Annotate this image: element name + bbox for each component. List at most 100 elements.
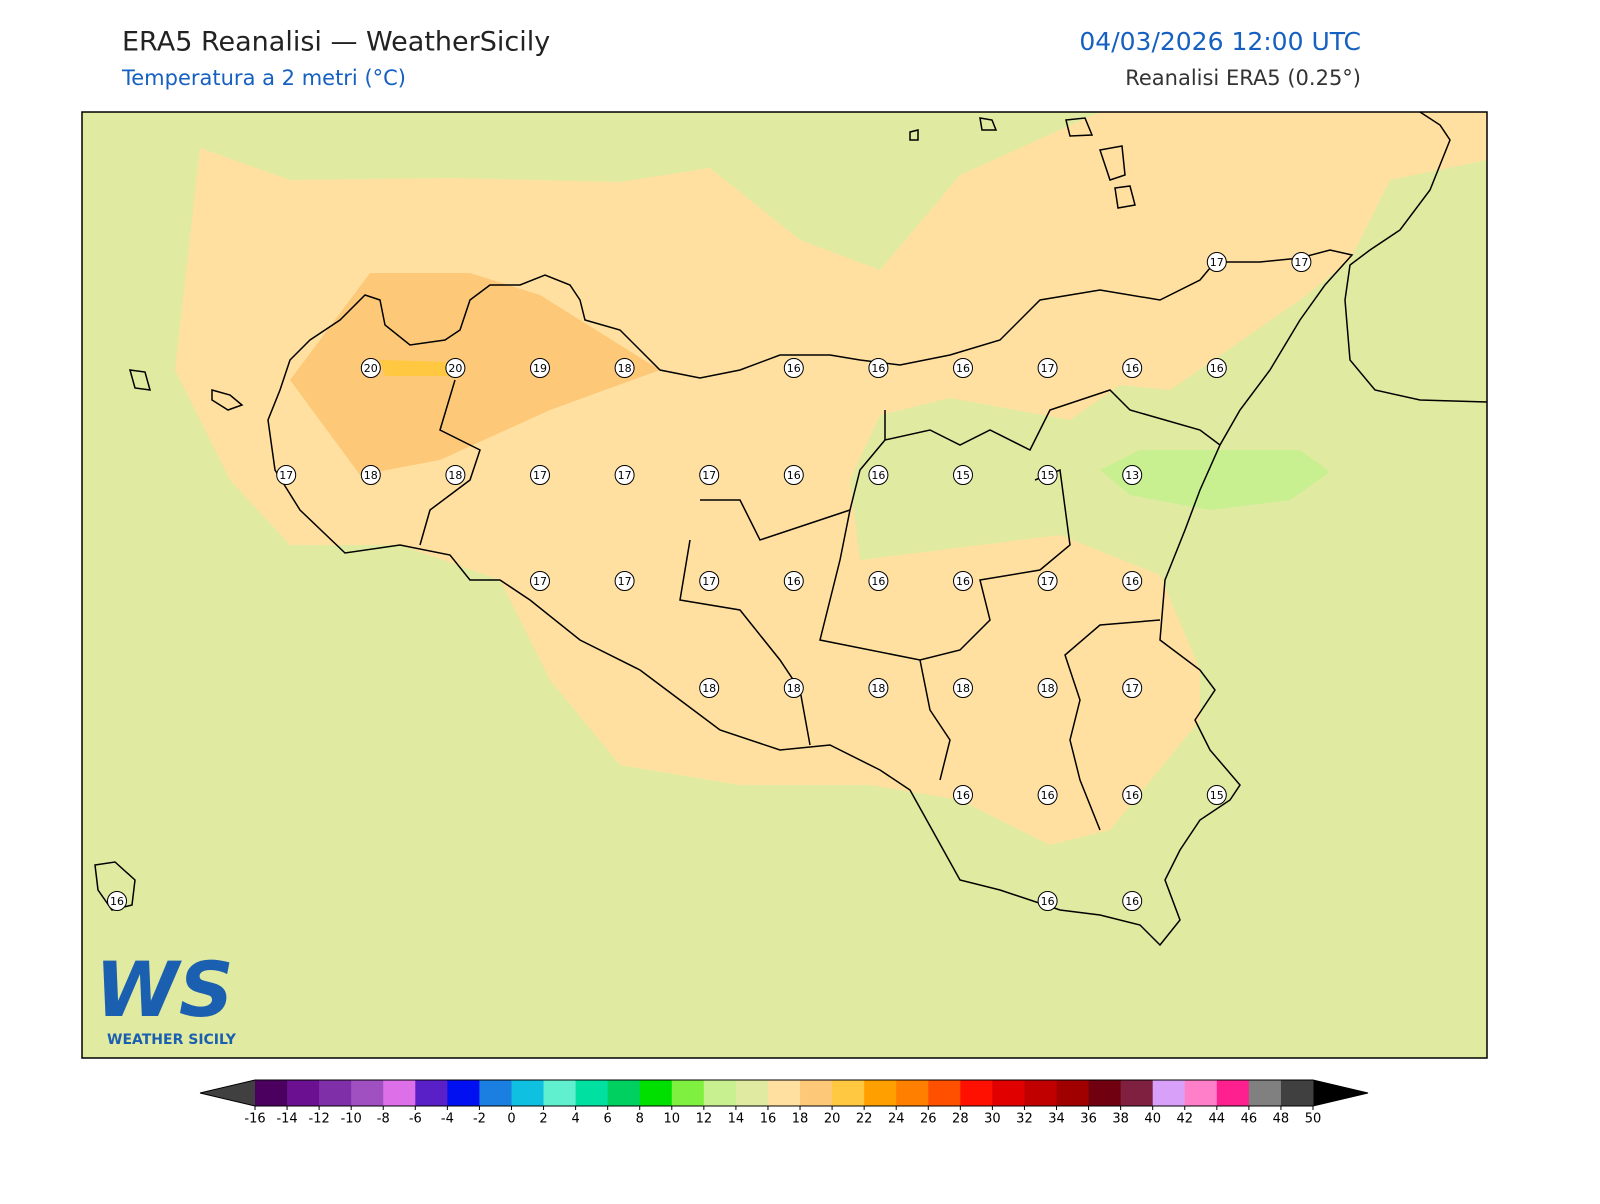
- colorbar-segment: [800, 1080, 833, 1106]
- station-value: 17: [1041, 362, 1055, 375]
- colorbar-under: [200, 1080, 255, 1106]
- station-marker: [360, 358, 381, 378]
- station-value: 18: [787, 682, 801, 695]
- station-marker: [953, 678, 973, 698]
- station-value: 16: [787, 362, 801, 375]
- station-marker: [783, 465, 804, 485]
- station-marker: [699, 465, 720, 485]
- map: 17 17 20 20 19 18 16 16 16 17 16 16 17 18 18 17 17 17 16 16…: [81, 111, 1488, 1059]
- station-marker: [530, 465, 550, 485]
- colorbar-tick-label: 14: [728, 1112, 745, 1127]
- station-marker: [953, 358, 973, 378]
- station-value: 17: [702, 575, 716, 588]
- station-marker: [1037, 571, 1058, 591]
- colorbar-tick-label: 30: [984, 1112, 1001, 1127]
- station-marker: [1206, 785, 1227, 805]
- colorbar-segment: [735, 1080, 769, 1106]
- station-value: 16: [871, 469, 885, 482]
- station-value: 18: [448, 469, 462, 482]
- station-value: 17: [533, 469, 547, 482]
- map-frame: [81, 111, 1488, 1059]
- station-value: 15: [1041, 469, 1055, 482]
- station-marker: [1037, 358, 1058, 378]
- colorbar-outline: [199, 1079, 1369, 1107]
- colorbar-segment: [511, 1080, 545, 1106]
- colorbar-tick-label: 42: [1176, 1112, 1193, 1127]
- station-marker: [445, 358, 466, 378]
- station-marker: [1037, 465, 1058, 485]
- station-value: 15: [956, 469, 970, 482]
- station-marker: [614, 571, 635, 591]
- colorbar-segment: [287, 1080, 320, 1106]
- colorbar-tick-label: 24: [888, 1112, 905, 1127]
- station-value: 16: [787, 575, 801, 588]
- station-value: 16: [1210, 362, 1224, 375]
- station-value: 16: [956, 575, 970, 588]
- logo: WS WEATHER SICILY: [95, 945, 237, 1048]
- colorbar-segment: [960, 1080, 993, 1106]
- station-marker: [953, 785, 973, 805]
- colorbar-tick-label: 10: [664, 1112, 681, 1127]
- coastline: [94, 111, 1488, 947]
- colorbar-segment: [1152, 1080, 1186, 1106]
- colorbar-tick-label: -12: [309, 1112, 330, 1127]
- colorbar-tick-label: 48: [1273, 1112, 1290, 1127]
- colorbar-segment: [447, 1080, 480, 1106]
- station-value: 17: [533, 575, 547, 588]
- station-value: 17: [1125, 682, 1139, 695]
- temp-region-12-14: [1100, 450, 1330, 510]
- colorbar-tick-label: 16: [760, 1112, 777, 1127]
- colorbar-segment: [415, 1080, 448, 1106]
- station-value: 16: [1125, 895, 1139, 908]
- station-value: 18: [618, 362, 632, 375]
- colorbar-segment: [928, 1080, 961, 1106]
- station-marker: [1291, 252, 1312, 272]
- source: Reanalisi ERA5 (0.25°): [1125, 66, 1361, 90]
- station-marker: [445, 465, 466, 485]
- colorbar-segment: [319, 1080, 352, 1106]
- colorbar: -16 -14 -12 -10 -8 -6 -4 -2 0 2 4 6 8 10 12 14 16 18 20 22 2…: [199, 1079, 1369, 1127]
- station-marker: [868, 358, 889, 378]
- colorbar-segment: [1280, 1080, 1314, 1106]
- colorbar-segment: [864, 1080, 897, 1106]
- station-value: 15: [1210, 789, 1224, 802]
- station-marker: [276, 465, 297, 485]
- colorbar-tick-label: 12: [696, 1112, 713, 1127]
- station-marker: [1206, 252, 1227, 272]
- colorbar-segment: [992, 1080, 1025, 1106]
- colorbar-tick-label: 26: [920, 1112, 937, 1127]
- subtitle: Temperatura a 2 metri (°C): [121, 66, 406, 90]
- station-marker: [953, 465, 973, 485]
- station-value: 20: [364, 362, 378, 375]
- colorbar-segment: [383, 1080, 416, 1106]
- station-marker: [783, 571, 804, 591]
- colorbar-tick-label: -2: [473, 1112, 486, 1127]
- station-labels: 17 17 20 20 19 18 16 16 16 17 16 16 17 18 18 17 17 17 16 16…: [107, 252, 1312, 911]
- colorbar-tick-label: 0: [507, 1112, 515, 1127]
- colorbar-segment: [1216, 1080, 1250, 1106]
- colorbar-tick-label: 22: [856, 1112, 873, 1127]
- colorbar-tick-label: -8: [377, 1112, 390, 1127]
- logo-mark: WS: [95, 945, 234, 1034]
- station-marker: [953, 571, 973, 591]
- station-value: 17: [1041, 575, 1055, 588]
- station-value: 13: [1125, 469, 1139, 482]
- station-marker: [699, 571, 720, 591]
- colorbar-segment: [543, 1080, 577, 1106]
- colorbar-tick-label: 18: [792, 1112, 809, 1127]
- logo-name: WEATHER SICILY: [107, 1032, 237, 1048]
- station-value: 18: [702, 682, 716, 695]
- station-marker: [614, 358, 635, 378]
- colorbar-tick-label: 40: [1144, 1112, 1161, 1127]
- datetime: 04/03/2026 12:00 UTC: [1079, 27, 1361, 56]
- station-value: 16: [956, 789, 970, 802]
- station-value: 18: [956, 682, 970, 695]
- station-value: 16: [1041, 789, 1055, 802]
- colorbar-tick-label: 6: [604, 1112, 612, 1127]
- colorbar-tick-label: 8: [636, 1112, 644, 1127]
- station-marker: [1122, 891, 1143, 911]
- colorbar-segment: [255, 1080, 288, 1106]
- station-value: 16: [1125, 362, 1139, 375]
- colorbar-tick-label: -14: [276, 1112, 297, 1127]
- station-value: 16: [110, 895, 124, 908]
